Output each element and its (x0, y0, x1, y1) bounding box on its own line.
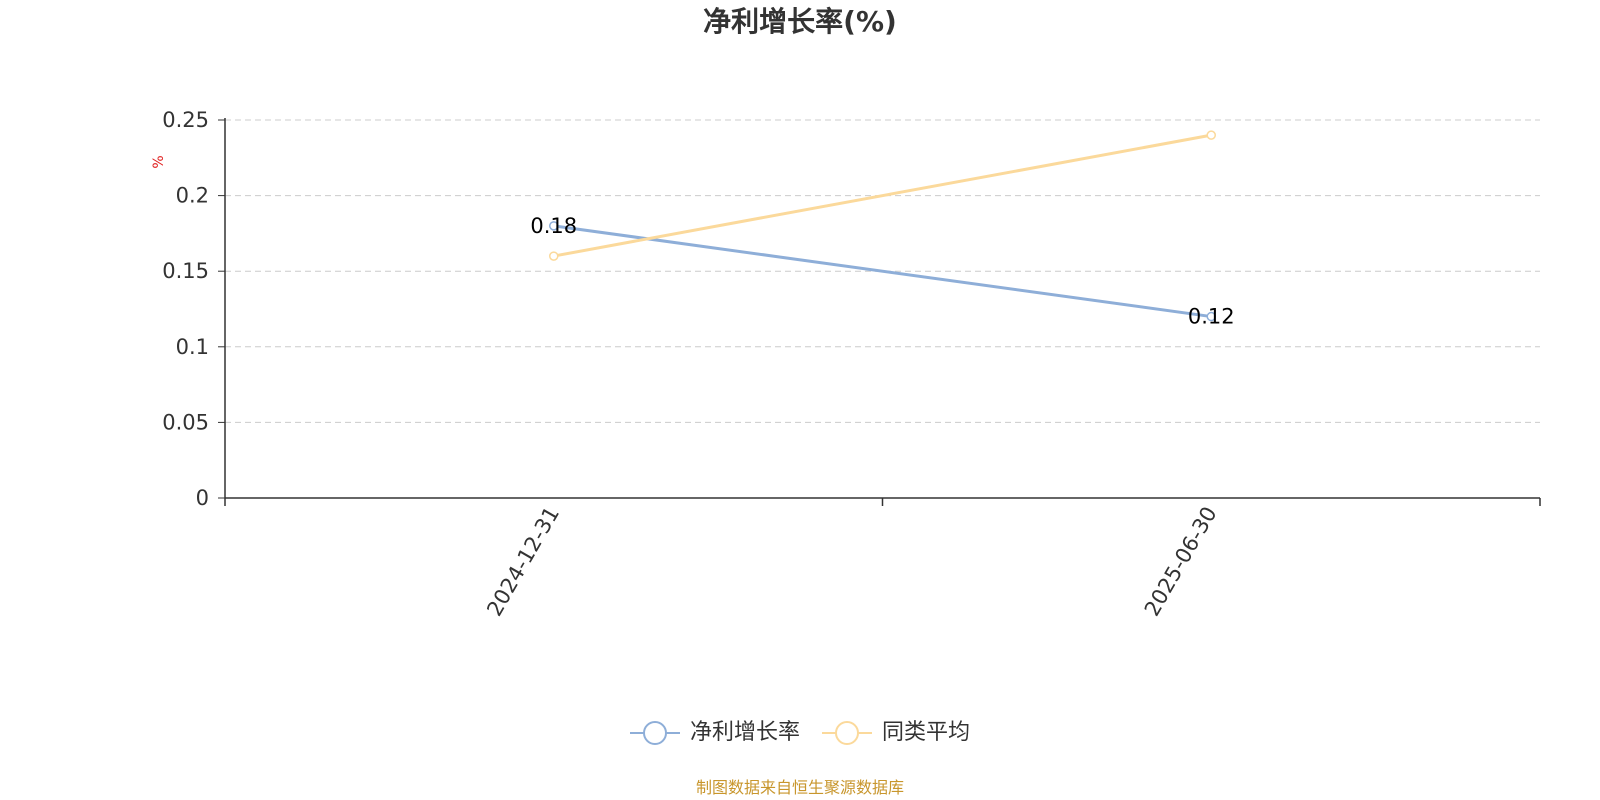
legend-marker-icon (822, 721, 872, 745)
grid-lines (225, 119, 1540, 423)
data-point[interactable] (549, 221, 559, 231)
legend-label: 净利增长率 (689, 720, 800, 745)
legend-item-peer-average[interactable]: 同类平均 (822, 718, 970, 748)
y-tick-label: 0.05 (162, 410, 209, 434)
series-line[interactable] (553, 224, 1212, 319)
data-labels: 0.18 0.12 (530, 214, 1234, 329)
data-label: 0.18 (530, 214, 577, 238)
x-tick-label: 2024-12-31 (482, 503, 564, 621)
x-tick-label: 2025-06-30 (1140, 503, 1222, 621)
source-note: 制图数据来自恒生聚源数据库 (695, 778, 904, 797)
data-point[interactable] (549, 251, 559, 261)
y-tick-label: 0.25 (162, 108, 209, 132)
y-tick-label: 0.15 (162, 259, 209, 283)
legend-marker-icon (629, 721, 680, 745)
legend-item-net-profit-growth[interactable]: 净利增长率 (629, 718, 800, 748)
data-label: 0.12 (1188, 305, 1235, 329)
y-tick-label: 0 (196, 486, 209, 510)
y-axis-label: % (151, 155, 167, 168)
y-tick-label: 0.2 (176, 184, 209, 208)
legend-label: 同类平均 (882, 720, 971, 745)
data-point[interactable] (1206, 130, 1216, 140)
series (549, 130, 1216, 322)
axes: 0 0.05 0.1 0.15 0.2 0.25 2024-12-31 2025-06-30 (162, 108, 1541, 621)
chart-title: 净利增长率(%) (703, 5, 897, 38)
data-point[interactable] (1206, 311, 1216, 322)
series-line[interactable] (553, 133, 1212, 258)
legend: 净利增长率 同类平均 (0, 718, 1600, 748)
y-tick-label: 0.1 (176, 335, 209, 359)
